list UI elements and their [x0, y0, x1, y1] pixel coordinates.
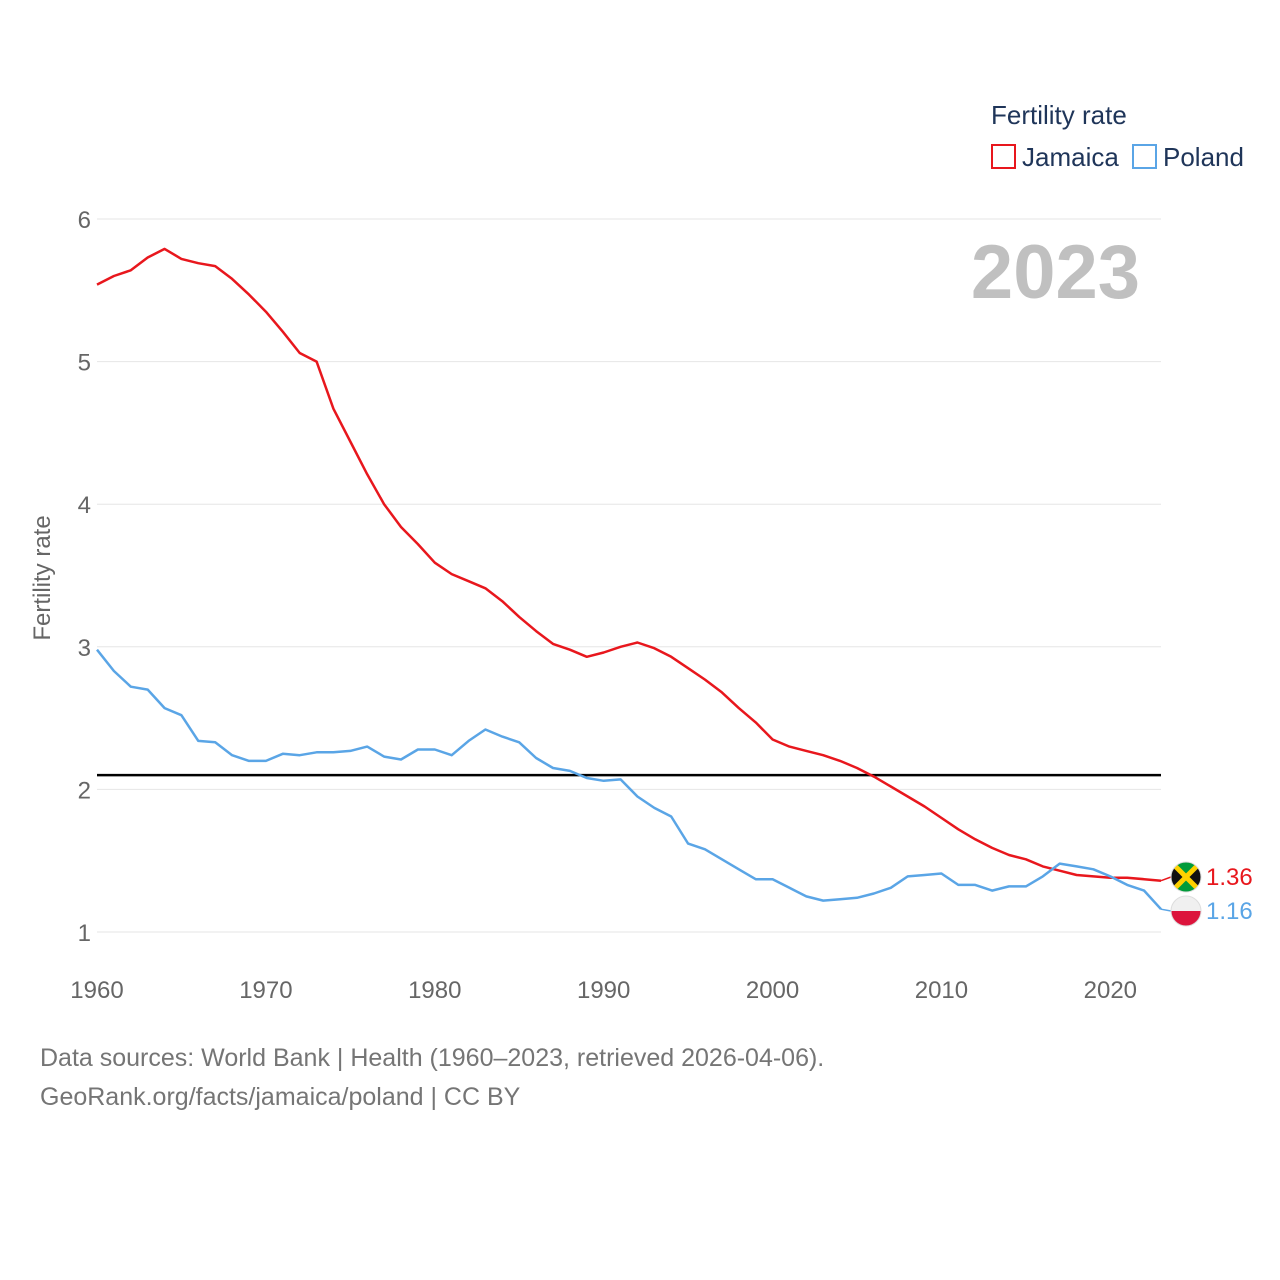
- legend-label-jamaica: Jamaica: [1022, 142, 1119, 172]
- current-year-label: 2023: [971, 230, 1140, 315]
- x-tick-label: 1980: [408, 977, 461, 1004]
- x-tick-label: 1990: [577, 977, 630, 1004]
- poland-flag-icon: [1170, 895, 1202, 927]
- series-line-poland: [96, 648, 1162, 911]
- jamaica-flag-icon: [1170, 861, 1202, 893]
- y-axis-ticks: 1 2 3 4 5 6: [78, 207, 91, 947]
- end-value-jamaica: 1.36: [1206, 864, 1253, 891]
- y-tick-label: 2: [78, 777, 91, 804]
- y-axis-label: Fertility rate: [29, 515, 56, 640]
- end-connector-poland: [1160, 908, 1172, 912]
- legend-item-poland[interactable]: Poland: [1132, 142, 1244, 172]
- x-tick-label: 2010: [915, 977, 968, 1004]
- footer-sources: Data sources: World Bank | Health (1960–…: [40, 1044, 825, 1072]
- x-tick-label: 1970: [239, 977, 292, 1004]
- legend-title: Fertility rate: [991, 100, 1127, 130]
- footer-attribution: GeoRank.org/facts/jamaica/poland | CC BY: [40, 1083, 521, 1111]
- legend-item-jamaica[interactable]: Jamaica: [991, 142, 1119, 172]
- x-axis-ticks: 1960 1970 1980 1990 2000 2010 2020: [70, 977, 1137, 1004]
- y-tick-label: 5: [78, 350, 91, 377]
- end-connector-jamaica: [1160, 876, 1172, 882]
- x-tick-label: 1960: [70, 977, 123, 1004]
- x-tick-label: 2000: [746, 977, 799, 1004]
- y-tick-label: 1: [78, 920, 91, 947]
- legend-swatch-poland: [1132, 144, 1157, 169]
- grid-lines: [97, 218, 1161, 933]
- end-value-poland: 1.16: [1206, 898, 1253, 925]
- series-lines: [96, 247, 1162, 911]
- series-end-markers: 1.36 1.16: [1160, 861, 1253, 927]
- y-tick-label: 4: [78, 492, 91, 519]
- x-tick-label: 2020: [1084, 977, 1137, 1004]
- legend: Fertility rate Jamaica Poland: [991, 100, 1244, 172]
- y-tick-label: 3: [78, 635, 91, 662]
- series-line-jamaica: [96, 247, 1162, 882]
- legend-swatch-jamaica: [991, 144, 1016, 169]
- y-tick-label: 6: [78, 207, 91, 234]
- legend-label-poland: Poland: [1163, 142, 1244, 172]
